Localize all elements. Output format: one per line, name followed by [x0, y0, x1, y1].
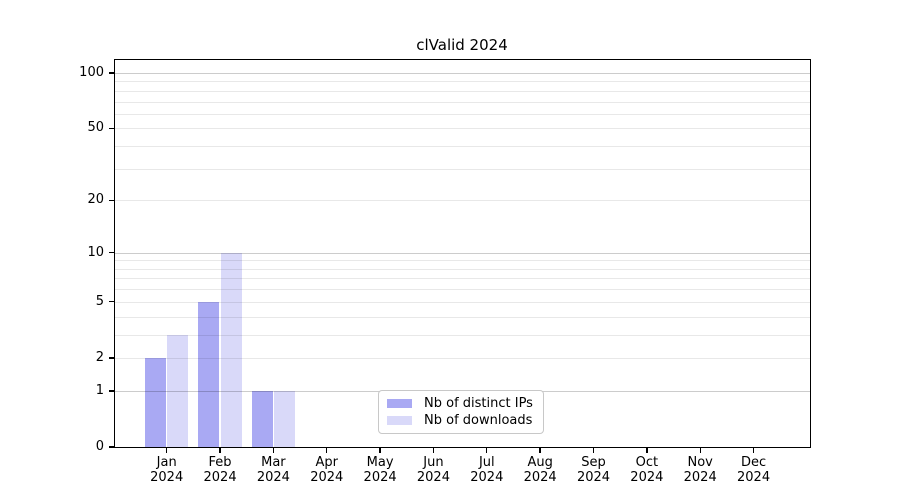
x-axis-year-label: 2024: [630, 470, 664, 485]
legend: Nb of distinct IPs Nb of downloads: [378, 390, 544, 434]
gridline-minor: [115, 81, 810, 83]
x-axis-tick-mark: [752, 448, 755, 453]
x-axis-tick-mark: [646, 448, 648, 453]
y-axis-tick-label: 2: [95, 349, 104, 365]
bar-downloads: [167, 334, 189, 447]
y-axis-tick-mark: [109, 301, 114, 303]
y-axis-tick-label: 0: [95, 439, 104, 454]
gridline-minor: [115, 301, 810, 303]
gridline-minor: [115, 146, 810, 148]
legend-item-downloads: Nb of downloads: [387, 412, 535, 429]
x-axis-year-label: 2024: [150, 470, 184, 485]
x-axis-month-label: Mar: [261, 455, 286, 470]
x-axis-tick-mark: [166, 448, 168, 453]
y-axis-tick-mark: [109, 357, 114, 359]
bar-distinct-ips: [145, 357, 166, 447]
legend-label-downloads: Nb of downloads: [424, 413, 533, 428]
x-axis-month-label: Jan: [156, 455, 177, 470]
x-axis-tick-mark: [219, 448, 221, 453]
x-axis-month-label: Dec: [740, 455, 767, 470]
gridline-major: [115, 73, 810, 74]
gridline-minor: [115, 101, 810, 103]
x-axis-tick-mark: [432, 448, 435, 453]
y-axis-tick-label: 50: [87, 120, 104, 136]
x-axis-year-label: 2024: [416, 470, 450, 485]
gridline-minor: [115, 289, 810, 291]
x-axis-month-label: Oct: [635, 455, 659, 470]
gridline-major: [115, 252, 810, 254]
bar-downloads: [220, 252, 242, 447]
x-axis-tick-mark: [486, 448, 488, 453]
x-axis-year-label: 2024: [310, 470, 344, 485]
gridline-minor: [115, 268, 810, 270]
legend-swatch-downloads: [387, 416, 412, 425]
y-axis-tick-mark: [109, 446, 114, 448]
y-axis-tick-mark: [109, 72, 114, 74]
gridline-minor: [115, 90, 810, 92]
x-axis-tick-mark: [539, 448, 541, 453]
x-axis-month-label: Aug: [527, 455, 553, 470]
x-axis-tick-mark: [326, 448, 328, 453]
x-axis-tick-mark: [379, 448, 381, 453]
y-axis-tick-label: 5: [95, 293, 104, 309]
gridline-minor: [115, 316, 810, 318]
x-axis-month-label: Nov: [687, 455, 713, 470]
plot-area: [114, 59, 811, 448]
y-axis-tick-label: 100: [79, 65, 104, 80]
x-axis-month-label: Apr: [315, 455, 339, 470]
y-axis-tick-mark: [109, 390, 114, 392]
x-axis-tick-mark: [272, 448, 275, 453]
gridline-minor: [115, 168, 810, 170]
gridline-minor: [115, 128, 810, 130]
x-axis-year-label: 2024: [737, 470, 771, 485]
chart-title: clValid 2024: [416, 36, 508, 54]
gridline-minor: [115, 200, 810, 202]
bar-downloads: [274, 390, 296, 447]
x-axis-month-label: Sep: [581, 455, 606, 470]
gridline-minor: [115, 278, 810, 280]
x-axis-year-label: 2024: [470, 470, 504, 485]
y-axis-tick-mark: [109, 251, 114, 254]
gridline-minor: [115, 260, 810, 262]
gridline-minor: [115, 357, 810, 359]
legend-label-distinct-ips: Nb of distinct IPs: [424, 396, 533, 411]
x-axis-month-label: Feb: [208, 455, 232, 470]
x-axis-year-label: 2024: [203, 470, 237, 485]
x-axis-year-label: 2024: [363, 470, 397, 485]
x-axis-year-label: 2024: [256, 470, 290, 485]
x-axis-month-label: Jul: [478, 455, 495, 470]
x-axis-year-label: 2024: [523, 470, 557, 485]
x-axis-year-label: 2024: [683, 470, 717, 485]
bar-distinct-ips: [198, 301, 220, 447]
x-axis-tick-mark: [699, 448, 701, 453]
legend-swatch-distinct-ips: [387, 399, 412, 408]
x-axis-month-label: May: [366, 455, 394, 470]
x-axis-year-label: 2024: [576, 470, 611, 485]
x-axis-month-label: Jun: [423, 455, 444, 470]
y-axis-tick-mark: [109, 199, 114, 201]
y-axis-tick-label: 10: [87, 244, 104, 260]
y-axis-tick-mark: [109, 127, 114, 130]
legend-item-distinct-ips: Nb of distinct IPs: [387, 395, 535, 412]
x-axis-tick-mark: [592, 448, 595, 453]
bar-distinct-ips: [251, 390, 273, 447]
gridline-minor: [115, 334, 810, 336]
y-axis-tick-label: 1: [95, 382, 104, 398]
y-axis-tick-label: 20: [87, 192, 104, 208]
gridline-minor: [115, 113, 810, 115]
